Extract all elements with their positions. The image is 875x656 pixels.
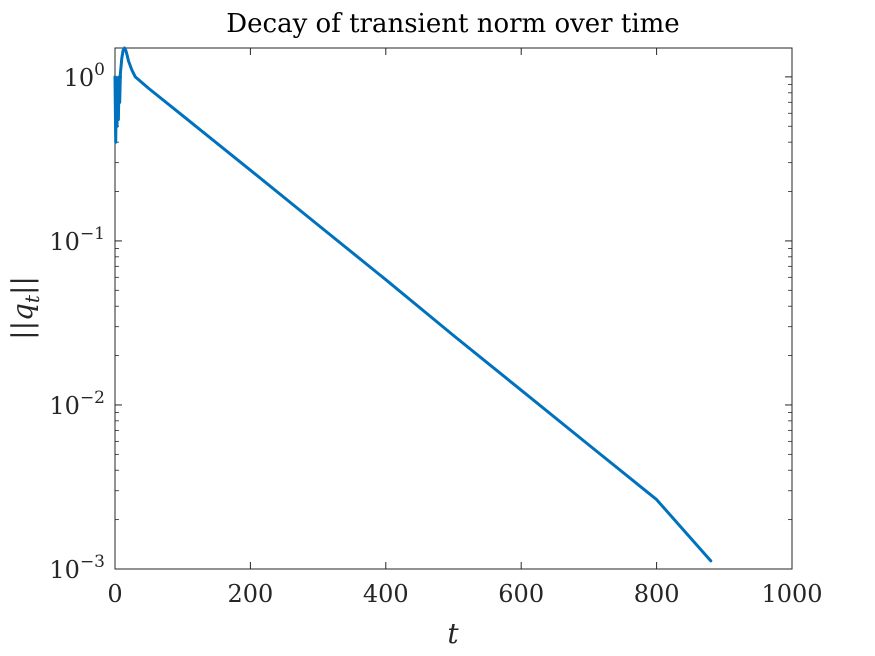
x-tick-label: 400 xyxy=(363,580,409,608)
x-tick-label: 600 xyxy=(498,580,544,608)
series-line-0 xyxy=(113,46,713,563)
x-axis-label: t xyxy=(447,617,459,650)
x-tick-label: 1000 xyxy=(761,580,822,608)
axes-box xyxy=(114,47,793,570)
y-tick-label: 10−3 xyxy=(49,552,105,584)
y-tick-label: 100 xyxy=(64,60,105,92)
y-tick-label: 10−1 xyxy=(49,224,105,256)
x-tick-label: 800 xyxy=(634,580,680,608)
x-tick-label: 0 xyxy=(107,580,122,608)
x-tick-label: 200 xyxy=(227,580,273,608)
plot-area: 0 200 400 600 800 1000 100 10−1 10−2 10−3 xyxy=(49,46,823,608)
chart-title: Decay of transient norm over time xyxy=(226,9,679,39)
y-axis-label: ||qt|| xyxy=(6,276,44,340)
y-tick-label: 10−2 xyxy=(49,388,105,420)
